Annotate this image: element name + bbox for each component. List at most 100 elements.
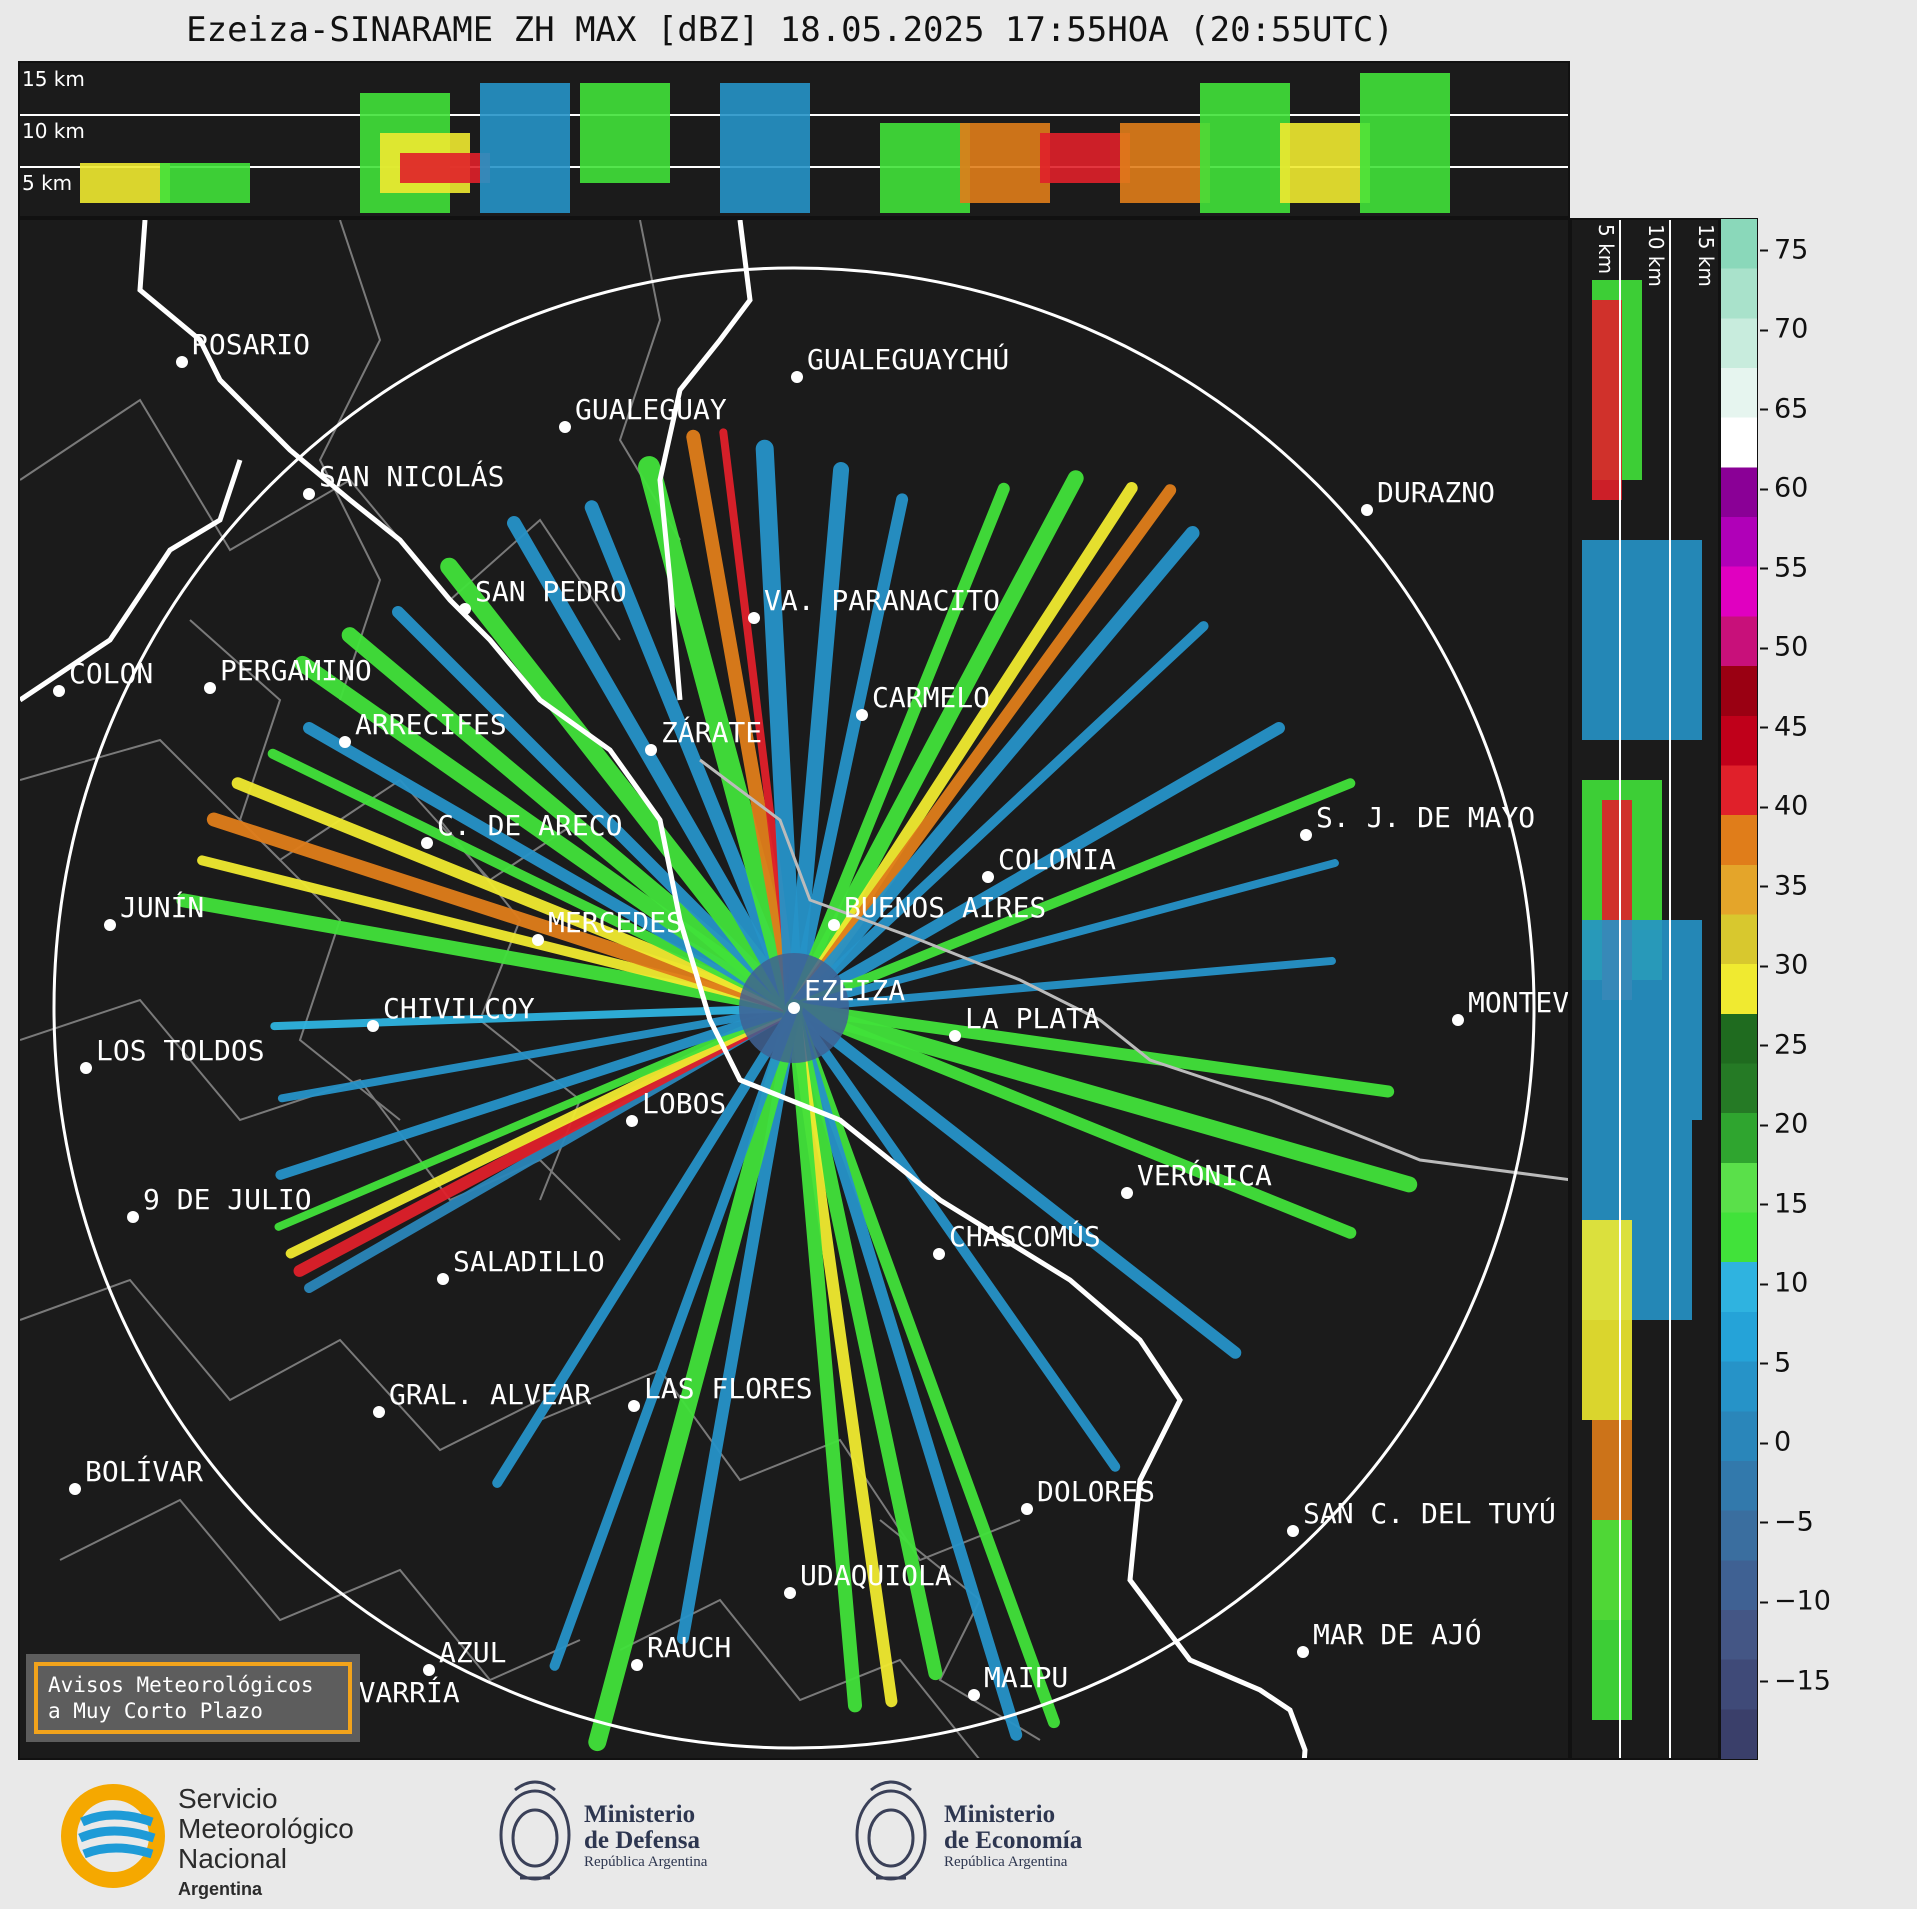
dbz-colorbar [1720,218,1758,1760]
city-dot [631,1659,643,1671]
city-label: JUNÍN [120,890,204,924]
city-label: GRAL. ALVEAR [389,1378,591,1411]
city-dot [982,871,994,883]
colorbar-tick: 5 [1760,1347,1791,1378]
reflectivity-ray-19 [638,456,805,1019]
city-dot [949,1030,961,1042]
colorbar-tick: 60 [1760,473,1808,504]
reflectivity-ray-11 [267,748,799,1013]
city-label: LOBOS [642,1087,726,1120]
city-dot [968,1689,980,1701]
reflectivity-ray-10 [231,777,800,1014]
city-dot [339,736,351,748]
reflectivity-ray-40 [788,1002,1060,1729]
range-ring [52,266,1536,1750]
warning-box[interactable]: Avisos Meteorológicos a Muy Corto Plazo [26,1654,360,1742]
top-alt-label-15: 15 km [22,67,85,91]
colorbar-tick-labels: 75 70 65 60 55 50 45 40 35 30 25 20 15 10 5 0 −5 −10 −15 [1760,218,1910,1760]
top-echo-band-9 [960,123,1050,203]
side-alt-label-10: 10 km [1644,224,1668,287]
colorbar-tick: −5 [1760,1506,1814,1537]
city-dot [559,421,571,433]
top-elevation-panel: 15 km 10 km 5 km [18,61,1570,218]
colorbar-tick: 25 [1760,1029,1808,1060]
city-label: MERCEDES [548,906,683,939]
city-label: BOLÍVAR [85,1454,203,1488]
side-echo-band-9 [1592,1520,1632,1720]
city-label: MAR DE AJÓ [1313,1617,1482,1651]
side-elevation-panel: 5 km 10 km 15 km [1570,218,1720,1760]
reflectivity-ray-31 [788,722,1285,1014]
top-echo-band-1 [160,163,250,203]
smn-logo-icon [61,1784,165,1888]
colorbar-tick: −10 [1760,1586,1831,1617]
city-dot [421,837,433,849]
city-dot [176,356,188,368]
economia-line-1: Ministerio [944,1801,1056,1828]
city-dot [856,709,868,721]
top-echo-band-4 [400,153,490,183]
footer-logos: Servicio Meteorológico Nacional Argentin… [0,1760,1917,1909]
side-echo-band-7 [1582,1220,1632,1420]
city-label: DOLORES [1037,1475,1155,1508]
city-label: 9 DE JULIO [143,1183,312,1216]
colorbar-tick: 0 [1760,1427,1791,1458]
city-dot [367,1020,379,1032]
top-echo-band-12 [1200,83,1290,213]
reflectivity-ray-38 [788,1002,1242,1359]
colorbar-tick: 15 [1760,1188,1808,1219]
city-dot [748,612,760,624]
smn-logo-text: Servicio Meteorológico Nacional Argentin… [178,1784,354,1904]
city-dot [1021,1503,1033,1515]
city-label: LOS TOLDOS [96,1034,265,1067]
colorbar-tick: −15 [1760,1665,1831,1696]
reflectivity-ray-34 [790,956,1336,1012]
city-dot [437,1273,449,1285]
colorbar-tick: 40 [1760,791,1808,822]
chart-title: Ezeiza-SINARAME ZH MAX [dBZ] 18.05.2025 … [186,10,1394,50]
reflectivity-ray-25 [788,482,1010,1014]
county-border-9 [189,619,401,1121]
city-label: RAUCH [647,1631,731,1664]
reflectivity-ray-16 [440,557,803,1017]
city-dot [828,919,840,931]
reflectivity-ray-26 [786,470,1084,1016]
radar-map-plot: ROSARIO GUALEGUAYCHÚ GUALEGUAY SAN NICOLÁS D… [20,220,1570,1758]
coastline [20,220,1568,1758]
city-dot [1121,1187,1133,1199]
top-echo-band-10 [1040,133,1130,183]
reflectivity-ray-13 [294,655,802,1016]
county-border-0 [20,398,621,641]
city-label: MONTEVIDEO [1468,986,1570,1019]
city-dot [626,1115,638,1127]
colorbar-tick: 45 [1760,711,1808,742]
city-label: COLONIA [998,843,1116,876]
reflectivity-ray-46 [588,999,803,1752]
top-echo-band-8 [880,123,970,213]
economia-country: República Argentina [944,1854,1068,1870]
reflectivity-ray-23 [786,462,850,1016]
reflectivity-ray-33 [790,859,1339,1012]
warning-line-1: Avisos Meteorológicos [48,1673,314,1697]
radar-map[interactable]: ROSARIO GUALEGUAYCHÚ GUALEGUAY SAN NICOLÁS D… [18,218,1570,1760]
city-label: C. DE ARECO [437,809,622,842]
city-dot [69,1483,81,1495]
reflectivity-ray-41 [788,1002,1023,1741]
city-dot [791,371,803,383]
reflectivity-ray-39 [789,1003,1121,1472]
reflectivity-ray-8 [197,855,799,1013]
reflectivity-ray-47 [549,1003,799,1671]
warning-line-2: a Muy Corto Plazo [48,1699,263,1723]
top-echo-band-0 [80,163,170,203]
side-echo-band-1 [1592,300,1622,500]
reflectivity-ray-24 [788,493,909,1014]
city-dot [933,1248,945,1260]
coastline-path-0 [137,220,1308,1758]
reflectivity-ray-15 [392,606,800,1014]
city-dot [104,919,116,931]
smn-line-1: Servicio [178,1783,278,1814]
reflectivity-ray-36 [786,1000,1418,1193]
city-dot [628,1400,640,1412]
city-label: CARMELO [872,681,990,714]
defensa-line-2: de Defensa [584,1827,700,1854]
